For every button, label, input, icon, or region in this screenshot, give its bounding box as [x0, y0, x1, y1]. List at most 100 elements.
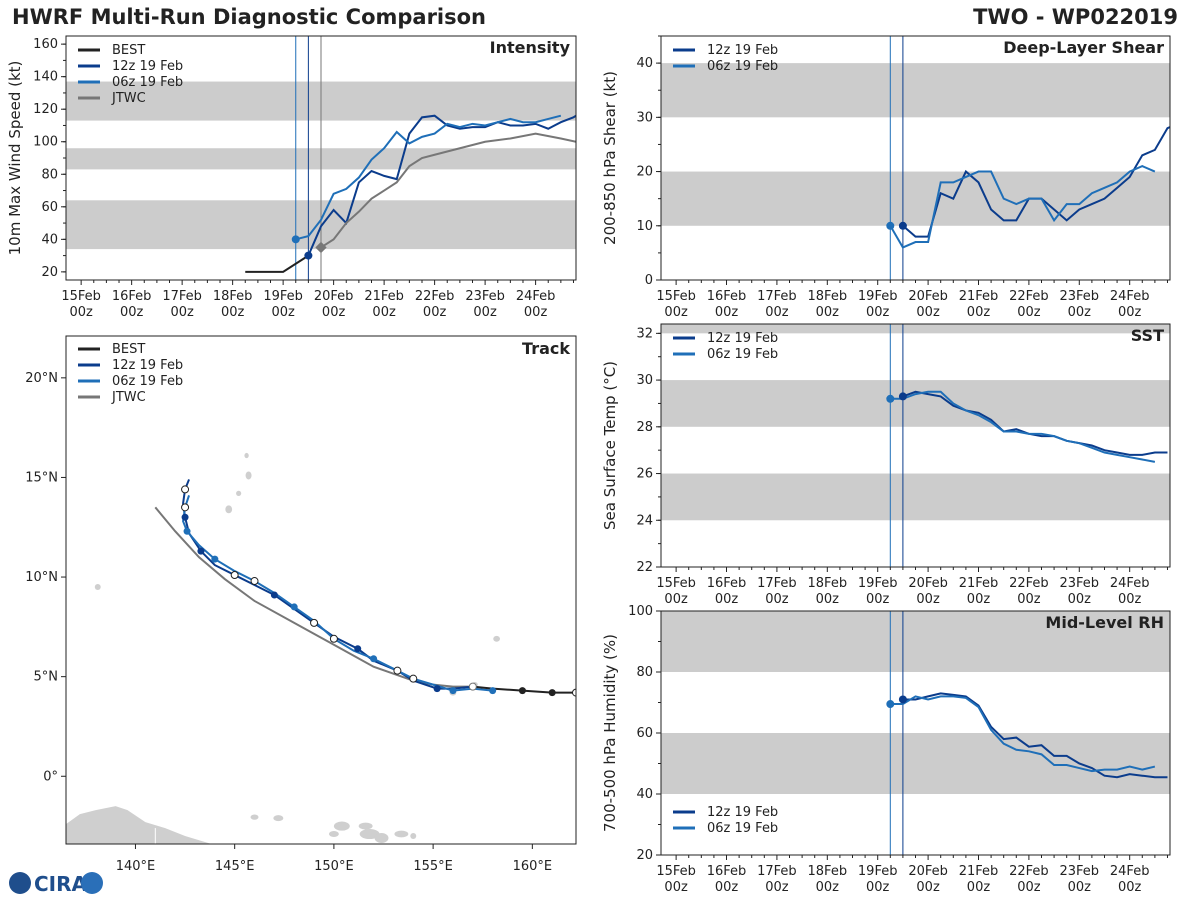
intensity-ytick-label: 60	[41, 200, 58, 215]
shear-xtick-label: 00z	[866, 305, 890, 320]
intensity-legend-label: 12z 19 Feb	[112, 59, 183, 74]
rh-ytick-label: 20	[636, 848, 653, 863]
cira-logo: CIRA	[9, 872, 103, 896]
track-point-filled	[449, 687, 457, 695]
intensity-marker	[304, 251, 313, 260]
shear-ytick-label: 20	[636, 165, 653, 180]
rh-xtick-label: 24Feb	[1110, 864, 1150, 879]
track-legend-label: 06z 19 Feb	[112, 374, 183, 389]
island	[273, 815, 284, 822]
rh-xtick-label: 16Feb	[707, 864, 747, 879]
rh-xtick-label: 00z	[664, 880, 688, 895]
track-point-filled	[489, 687, 497, 695]
rh-xtick-label: 20Feb	[908, 864, 948, 879]
sst-legend-label: 12z 19 Feb	[707, 331, 778, 346]
track-point-open	[393, 666, 402, 675]
intensity-legend-label: BEST	[112, 43, 145, 58]
intensity-xtick-label: 17Feb	[162, 289, 202, 304]
sst-series-12z-19-feb	[902, 390, 1168, 456]
rh-xtick-label: 00z	[715, 880, 739, 895]
intensity-ytick-label: 100	[33, 135, 58, 150]
track-point-open	[250, 577, 259, 586]
track-lon-label: 150°E	[314, 859, 354, 874]
rh-band	[661, 611, 1170, 672]
sst-ytick-label: 26	[636, 467, 653, 482]
rh-xtick-label: 22Feb	[1009, 864, 1049, 879]
sst-xtick-label: 22Feb	[1009, 576, 1049, 591]
track-point-open	[468, 682, 477, 691]
track-point-open	[310, 618, 319, 627]
track-legend-label: 12z 19 Feb	[112, 358, 183, 373]
island	[225, 505, 233, 514]
track-title: Track	[522, 339, 570, 358]
intensity-ytick-label: 40	[41, 232, 58, 247]
intensity-xtick-label: 00z	[69, 305, 93, 320]
intensity-xtick-label: 15Feb	[61, 289, 101, 304]
intensity-xtick-label: 19Feb	[263, 289, 303, 304]
rh-ylabel: 700-500 hPa Humidity (%)	[601, 634, 619, 832]
sst-band	[661, 473, 1170, 521]
sst-xtick-label: 00z	[765, 592, 789, 607]
track-legend-label: BEST	[112, 342, 145, 357]
track-lon-label: 145°E	[215, 859, 255, 874]
sst-series-group	[890, 390, 1168, 463]
island	[410, 833, 417, 840]
intensity-marker	[291, 235, 300, 244]
shear-ytick-label: 40	[636, 56, 653, 71]
shear-xtick-label: 00z	[765, 305, 789, 320]
sst-ytick-label: 24	[636, 513, 653, 528]
track-point-open	[181, 503, 190, 512]
track-lat-label: 10°N	[25, 570, 58, 585]
island	[333, 821, 350, 831]
sst-xtick-label: 16Feb	[707, 576, 747, 591]
track-frame	[65, 335, 577, 845]
intensity-xtick-label: 20Feb	[314, 289, 354, 304]
sst-xtick-label: 00z	[715, 592, 739, 607]
shear-xtick-label: 19Feb	[858, 289, 898, 304]
rh-ytick-label: 100	[628, 604, 653, 619]
shear-ytick-label: 0	[645, 273, 653, 288]
intensity-series-12z-19-feb	[307, 114, 576, 256]
intensity-ytick-label: 160	[33, 37, 58, 52]
track-lon-label: 140°E	[116, 859, 156, 874]
track-legend-label: JTWC	[111, 390, 146, 405]
intensity-xtick-label: 18Feb	[213, 289, 253, 304]
track-point-filled	[354, 645, 362, 653]
rh-series-06z-19-feb	[890, 695, 1156, 773]
shear-xtick-label: 00z	[664, 305, 688, 320]
sst-xtick-label: 20Feb	[908, 576, 948, 591]
rh-marker	[898, 695, 907, 704]
rh-xtick-label: 00z	[866, 880, 890, 895]
shear-xtick-label: 00z	[1068, 305, 1092, 320]
sst-xtick-label: 18Feb	[808, 576, 848, 591]
track-line-jtwc	[154, 506, 473, 688]
sst-xtick-label: 17Feb	[757, 576, 797, 591]
shear-xtick-label: 22Feb	[1009, 289, 1049, 304]
shear-series-group	[889, 126, 1170, 249]
landmass-group	[66, 452, 501, 844]
track-point-open	[409, 674, 418, 683]
rh-xtick-label: 19Feb	[858, 864, 898, 879]
track-point-filled	[370, 655, 378, 663]
sst-band	[661, 324, 1170, 334]
shear-xtick-label: 21Feb	[959, 289, 999, 304]
intensity-xtick-label: 16Feb	[112, 289, 152, 304]
sst-ytick-label: 28	[636, 420, 653, 435]
track-point-filled	[290, 603, 298, 611]
intensity-xtick-label: 00z	[423, 305, 447, 320]
island	[374, 833, 389, 844]
island	[358, 822, 373, 830]
sst-marker	[886, 394, 895, 403]
track-point-filled	[181, 513, 189, 521]
shear-xtick-label: 20Feb	[908, 289, 948, 304]
shear-ytick-label: 10	[636, 219, 653, 234]
sst-xtick-label: 00z	[816, 592, 840, 607]
intensity-title: Intensity	[490, 38, 571, 57]
shear-xtick-label: 00z	[715, 305, 739, 320]
sst-xtick-label: 19Feb	[858, 576, 898, 591]
island	[94, 584, 101, 591]
sst-xtick-label: 00z	[664, 592, 688, 607]
intensity-xtick-label: 24Feb	[516, 289, 556, 304]
